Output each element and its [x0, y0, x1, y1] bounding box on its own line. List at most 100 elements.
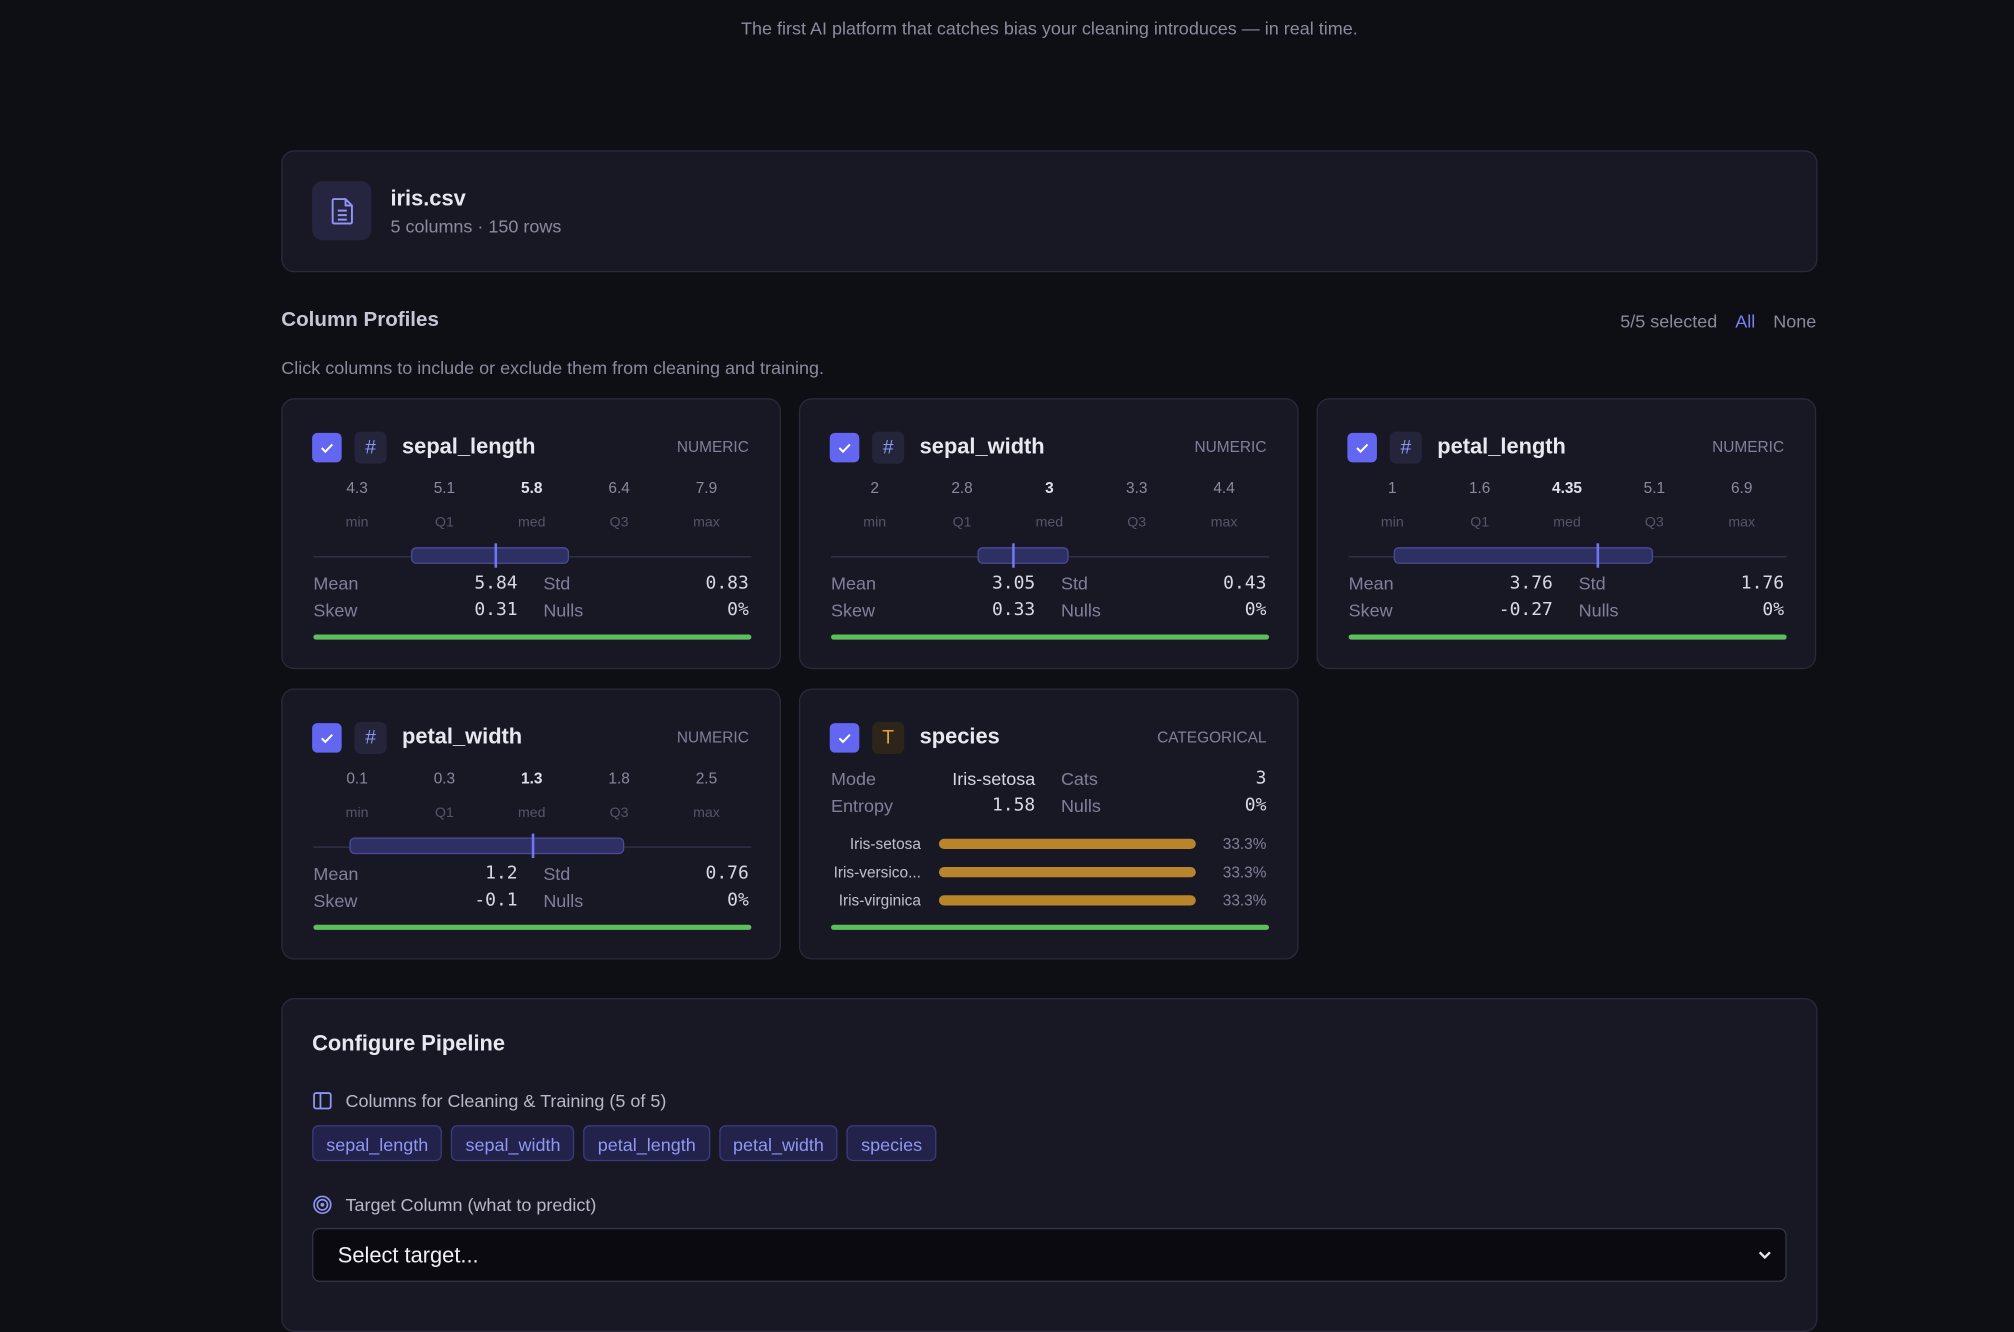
stat-label: min — [345, 515, 369, 531]
category-label: Iris-versico... — [833, 863, 921, 882]
stat-label: max — [693, 805, 720, 821]
checkbox[interactable] — [829, 432, 860, 463]
pipeline-title: Configure Pipeline — [312, 1031, 506, 1056]
box — [349, 837, 624, 855]
column-name: petal_length — [1437, 434, 1566, 459]
column-card[interactable]: # petal_width NUMERIC 0.1 min 0.3 Q1 1.3 med 1.8 Q… — [281, 688, 781, 960]
stat-label: min — [345, 805, 369, 821]
column-card[interactable]: # petal_length NUMERIC 1 min 1.6 Q1 4.35 med 5.1 Q… — [1316, 398, 1817, 670]
column-chip[interactable]: species — [847, 1125, 937, 1162]
target-select[interactable]: Select target... — [312, 1227, 1787, 1282]
stat-value: 3.3 — [1126, 479, 1148, 498]
file-name: iris.csv — [390, 186, 466, 211]
stat-label: min — [863, 515, 887, 531]
category-label: Iris-setosa — [849, 834, 921, 853]
metric-label: Mean — [831, 572, 877, 594]
stat-value: 2 — [870, 479, 879, 498]
select-all[interactable]: All — [1735, 310, 1756, 332]
metric-value: 0.43 — [1223, 572, 1267, 594]
column-name: sepal_length — [402, 434, 536, 459]
select-none[interactable]: None — [1773, 310, 1817, 332]
column-type: NUMERIC — [676, 437, 749, 456]
checkbox[interactable] — [829, 723, 860, 753]
metric-label: Nulls — [1060, 599, 1101, 621]
metric-value: -0.1 — [474, 890, 518, 911]
stat-label: Q3 — [609, 805, 629, 821]
metric-label: Skew — [313, 599, 358, 621]
section-hint: Click columns to include or exclude them… — [281, 357, 825, 378]
stat-label: Q1 — [434, 805, 454, 821]
subtitle: The first AI platform that catches bias … — [741, 17, 1358, 39]
pipeline-card: Configure Pipeline Columns for Cleaning … — [281, 998, 1818, 1332]
target-placeholder: Select target... — [337, 1243, 479, 1268]
metric-label: Entropy — [831, 795, 894, 816]
metric-label: Mean — [313, 572, 359, 594]
stat-label: Q3 — [609, 515, 629, 531]
box — [410, 547, 569, 564]
type-icon: # — [1389, 431, 1422, 464]
columns-label: Columns for Cleaning & Training (5 of 5) — [345, 1090, 667, 1112]
completeness-bar — [831, 634, 1270, 640]
median — [1596, 543, 1599, 568]
metric-label: Nulls — [543, 599, 584, 621]
completeness-bar — [313, 924, 752, 930]
metric-value: 1.76 — [1740, 572, 1785, 594]
stat-value: 5.8 — [521, 479, 543, 498]
metric-label: Nulls — [1578, 599, 1619, 621]
stat-label: min — [1380, 515, 1404, 531]
section-title: Column Profiles — [281, 309, 439, 332]
metric-value: 5.84 — [474, 572, 518, 594]
column-card[interactable]: # sepal_length NUMERIC 4.3 min 5.1 Q1 5.8 med 6.4… — [281, 398, 781, 670]
metric-value: 0.83 — [705, 572, 749, 594]
checkbox[interactable] — [312, 432, 342, 463]
stat-value: 4.4 — [1213, 479, 1235, 498]
metric-value: 0% — [727, 890, 749, 911]
stat-label: med — [518, 805, 546, 821]
metric-value: 3.05 — [991, 572, 1036, 594]
target-icon — [312, 1195, 333, 1216]
stat-value: 5.1 — [433, 479, 456, 498]
column-chip[interactable]: petal_length — [583, 1125, 710, 1162]
stat-value: 0.3 — [433, 769, 456, 788]
metric-value: 0.31 — [474, 599, 518, 621]
metric-label: Skew — [831, 599, 876, 621]
column-chip[interactable]: sepal_width — [451, 1125, 575, 1162]
stat-value: 3 — [1045, 479, 1054, 498]
stat-value: 2.5 — [695, 769, 718, 788]
median — [494, 543, 498, 568]
type-icon: # — [872, 431, 905, 464]
stat-value: 1.3 — [521, 769, 543, 788]
stat-value: 6.4 — [608, 479, 630, 498]
metric-label: Std — [1060, 572, 1088, 594]
metric-label: Std — [1578, 572, 1606, 594]
app: The first AI platform that catches bias … — [281, 17, 1818, 1332]
median — [531, 833, 534, 859]
chevron — [1758, 1251, 1771, 1260]
category-bar — [938, 866, 1196, 878]
metric-value: 1.58 — [991, 795, 1036, 816]
checkbox[interactable] — [312, 723, 342, 753]
metric-value: 0% — [1244, 795, 1267, 816]
column-chip[interactable]: petal_width — [718, 1125, 839, 1162]
column-chip[interactable]: sepal_length — [312, 1125, 443, 1162]
type-icon: # — [354, 721, 387, 754]
stat-value: 7.9 — [695, 479, 718, 498]
stat-value: 1 — [1388, 479, 1397, 498]
type-icon: T — [872, 721, 905, 754]
metric-label: Std — [543, 572, 571, 594]
checkbox[interactable] — [1347, 432, 1377, 463]
selection-controls: 5/5 selected All None — [1620, 311, 1816, 332]
column-card[interactable]: # sepal_width NUMERIC 2 min 2.8 Q1 3 med 3.3 Q3 4.4… — [798, 398, 1299, 670]
box — [977, 547, 1069, 564]
metric-value: 0.76 — [705, 863, 749, 884]
stat-label: Q1 — [434, 515, 454, 531]
stat-value: 1.6 — [1468, 479, 1491, 498]
stat-label: med — [518, 515, 546, 531]
stat-value: 4.35 — [1552, 479, 1583, 498]
column-name: sepal_width — [919, 434, 1045, 459]
file-meta: 5 columns · 150 rows — [390, 215, 562, 237]
column-type: NUMERIC — [1194, 437, 1267, 456]
stat-label: Q3 — [1644, 515, 1664, 531]
stat-label: med — [1553, 515, 1581, 531]
